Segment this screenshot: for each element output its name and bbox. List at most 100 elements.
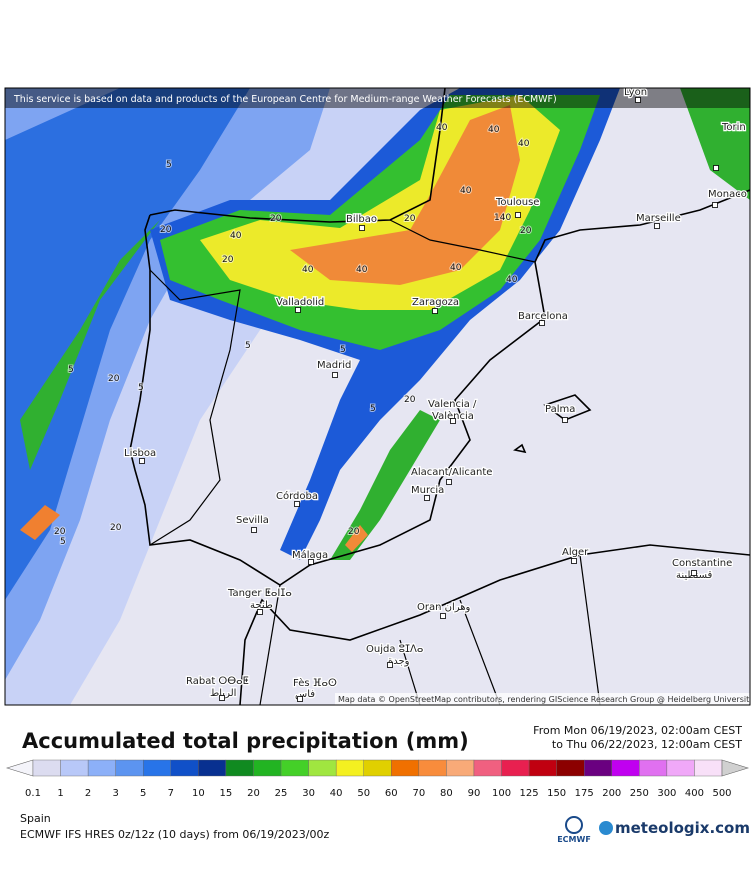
scale-swatch: [308, 759, 337, 777]
period-to: to Thu 06/22/2023, 12:00am CEST: [552, 738, 742, 751]
rain-green-band: [20, 220, 160, 470]
scale-swatch: [363, 759, 392, 777]
contour-label: 20: [160, 225, 172, 235]
city-marker: [139, 458, 145, 464]
scale-swatch: [391, 759, 420, 777]
color-scale: 0.1 1 2 3 5 7 10 15 20 25 30 40 50 60 70 80 90 100 125 150 1…: [5, 759, 750, 799]
contour-label: 40: [230, 231, 242, 241]
city-label: Sevilla: [236, 515, 269, 526]
contour-label: 20: [110, 523, 122, 533]
contour-label: 5: [60, 537, 66, 547]
city-marker: [635, 97, 641, 103]
city-marker: [432, 308, 438, 314]
scale-label: 90: [468, 788, 481, 799]
city-marker: [219, 695, 225, 701]
city-label: València: [432, 410, 474, 422]
city-marker: [332, 372, 338, 378]
scale-label: 60: [385, 788, 398, 799]
scale-swatch: [170, 759, 199, 777]
contour-label: 40: [506, 275, 518, 285]
city-marker: [654, 223, 660, 229]
city-label: Torin: [721, 122, 746, 133]
scale-label: 7: [168, 788, 174, 799]
city-marker: [387, 662, 393, 668]
city-marker: [539, 320, 545, 326]
banner-bg: [5, 88, 750, 108]
city-label: Tanger ⵟⴰⵏⵊⴰ: [227, 588, 292, 599]
scale-label: 250: [630, 788, 649, 799]
city-label: الرباط: [210, 688, 236, 699]
contour-label: 20: [270, 214, 282, 224]
scale-swatch: [473, 759, 502, 777]
contour-label: 5: [138, 383, 144, 393]
city-marker: [450, 418, 456, 424]
ecmwf-text: ECMWF: [557, 835, 591, 844]
contour-label: 20: [520, 226, 532, 236]
scale-swatch: [87, 759, 116, 777]
city-marker: [713, 165, 719, 171]
scale-label: 150: [547, 788, 566, 799]
attribution-bg: [335, 693, 750, 705]
scale-label: 30: [302, 788, 315, 799]
contour-label: 20: [348, 527, 360, 537]
rain-orange: [290, 105, 520, 285]
scale-label: 20: [247, 788, 260, 799]
city-label: Fès ⴼⴰⵙ: [293, 677, 337, 689]
scale-swatch: [335, 759, 364, 777]
city-label: Córdoba: [276, 490, 318, 502]
scale-label: 70: [412, 788, 425, 799]
scale-swatch: [418, 759, 447, 777]
legend-title: Accumulated total precipitation (mm): [22, 729, 469, 753]
city-marker: [571, 558, 577, 564]
contour-label: 40: [302, 265, 314, 275]
scale-swatch: [198, 759, 227, 777]
scale-swatch: [639, 759, 668, 777]
attribution: Map data © OpenStreetMap contributors, r…: [338, 695, 754, 704]
period-from: From Mon 06/19/2023, 02:00am CEST: [533, 724, 742, 737]
model-info: ECMWF IFS HRES 0z/12z (10 days) from 06/…: [20, 828, 330, 841]
contour-label: 40: [460, 186, 472, 196]
scale-label: 400: [685, 788, 704, 799]
scale-swatch: [32, 759, 61, 777]
contour-label: 140: [494, 213, 511, 223]
ecmwf-logo: ECMWF: [557, 816, 591, 844]
city-label: Oujda ⵓⵊⴷⴰ: [366, 644, 423, 655]
contour-label: 40: [488, 125, 500, 135]
coastlines: [129, 88, 750, 705]
city-label: Rabat ⵔⴱⴰⵟ: [186, 676, 249, 687]
scale-label: 5: [140, 788, 146, 799]
brand-logo: meteologix.com: [599, 819, 750, 837]
scale-label: 10: [192, 788, 205, 799]
scale-label: 2: [85, 788, 91, 799]
city-marker: [440, 613, 446, 619]
city-marker: [562, 417, 568, 423]
city-marker: [251, 527, 257, 533]
contour-label: 5: [68, 365, 74, 375]
scale-label: 500: [712, 788, 731, 799]
rain-patch: [20, 505, 60, 540]
city-label: Madrid: [317, 360, 351, 371]
city-label: Murcia: [411, 485, 444, 496]
contour-label: 20: [404, 214, 416, 224]
contour-label: 40: [450, 263, 462, 273]
map: This service is based on data and produc…: [4, 87, 754, 706]
scale-label: 0.1: [25, 788, 41, 799]
scale-swatch: [115, 759, 144, 777]
borders: [149, 219, 601, 705]
city-label: Palma: [545, 404, 575, 415]
scale-swatch: [143, 759, 172, 777]
city-marker: [257, 609, 263, 615]
contour-label: 20: [108, 374, 120, 384]
city-label: Alacant/Alicante: [411, 467, 492, 478]
city-label: Lyon: [624, 87, 647, 98]
scale-swatch: [501, 759, 530, 777]
scale-swatch: [253, 759, 282, 777]
city-marker: [691, 570, 697, 576]
contour-label: 40: [356, 265, 368, 275]
contour-label: 5: [245, 341, 251, 351]
city-label: Toulouse: [495, 197, 539, 208]
city-label: Alger: [562, 547, 589, 558]
brand-icon: [599, 821, 613, 835]
city-marker: [515, 212, 521, 218]
rain-south-band: [330, 410, 440, 560]
